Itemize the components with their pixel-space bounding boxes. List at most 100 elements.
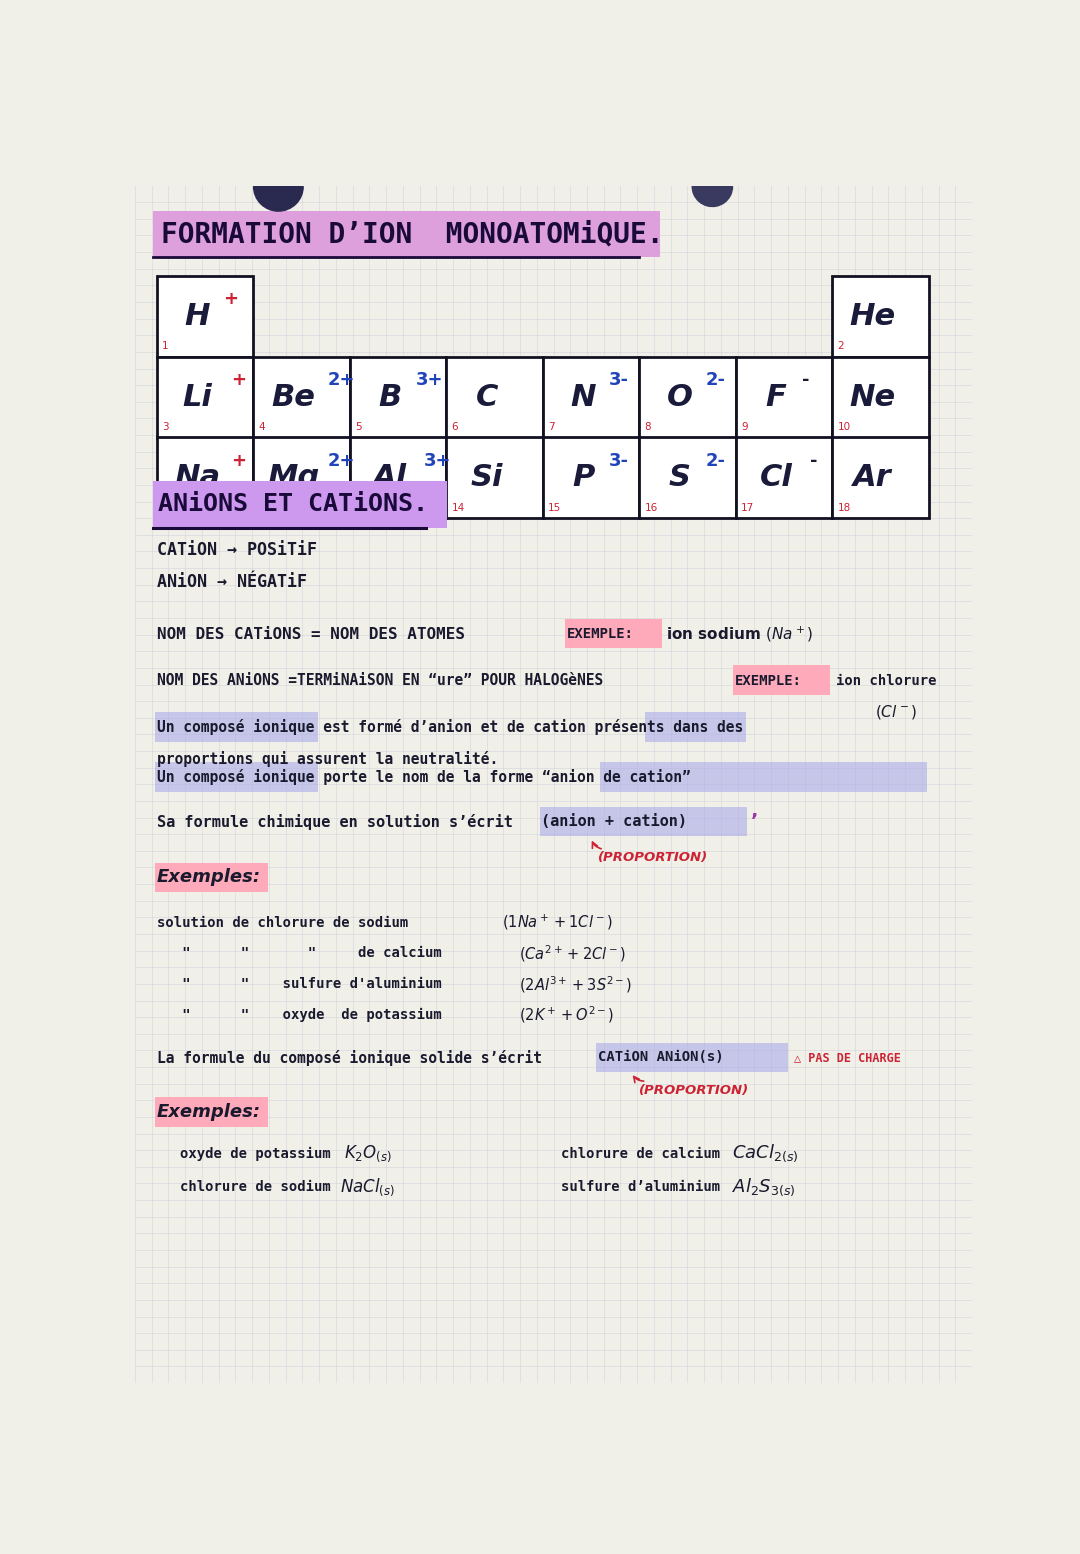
Text: 2-: 2- (705, 452, 726, 469)
FancyBboxPatch shape (540, 807, 747, 836)
Bar (735, 357, 832, 438)
Bar (735, 438, 832, 519)
FancyBboxPatch shape (733, 665, 831, 695)
Text: (PROPORTION): (PROPORTION) (598, 852, 708, 864)
Bar (832, 438, 929, 519)
Text: $(1Na^+ + 1Cl^-)$: $(1Na^+ + 1Cl^-)$ (501, 912, 612, 932)
Text: 15: 15 (548, 503, 562, 513)
Text: 14: 14 (451, 503, 464, 513)
Text: CATiON ANiON(s): CATiON ANiON(s) (597, 1051, 724, 1064)
Text: $(2K^+ + O^{2-})$: $(2K^+ + O^{2-})$ (518, 1004, 613, 1026)
Bar (639, 438, 735, 519)
Text: 2-: 2- (705, 371, 726, 388)
Text: 7: 7 (548, 423, 555, 432)
Text: △ PAS DE CHARGE: △ PAS DE CHARGE (794, 1051, 901, 1064)
Text: 5: 5 (355, 423, 362, 432)
Text: F: F (766, 382, 786, 412)
FancyBboxPatch shape (156, 1097, 268, 1127)
Text: 3-: 3- (609, 371, 629, 388)
Text: P: P (572, 463, 594, 493)
Text: 13: 13 (355, 503, 368, 513)
Text: -: - (810, 452, 818, 469)
Text: Al: Al (373, 463, 407, 493)
Bar (253, 357, 350, 438)
Text: chlorure de calcium: chlorure de calcium (562, 1147, 720, 1161)
Text: ion sodium $(Na^+)$: ion sodium $(Na^+)$ (666, 625, 813, 643)
Bar (253, 438, 350, 519)
Text: 6: 6 (451, 423, 458, 432)
Text: H: H (185, 301, 210, 331)
FancyBboxPatch shape (600, 763, 927, 791)
Text: N: N (570, 382, 596, 412)
Text: ion chlorure: ion chlorure (836, 674, 936, 688)
Text: $(2Al^{3+} + 3S^{2-})$: $(2Al^{3+} + 3S^{2-})$ (518, 974, 632, 995)
Text: 11: 11 (162, 503, 175, 513)
Text: +: + (231, 371, 246, 388)
Bar (832, 357, 929, 438)
Text: 2: 2 (837, 342, 845, 351)
Text: 18: 18 (837, 503, 851, 513)
Bar (639, 357, 735, 438)
Text: 4: 4 (258, 423, 266, 432)
Text: 2+: 2+ (328, 452, 355, 469)
Wedge shape (254, 186, 303, 211)
FancyBboxPatch shape (153, 480, 447, 528)
Text: Un composé ionique porte le nom de la forme “anion de cation”: Un composé ionique porte le nom de la fo… (157, 769, 690, 785)
Text: Si: Si (471, 463, 503, 493)
Text: CATiON → POSiTiF: CATiON → POSiTiF (157, 541, 316, 559)
Text: "      "    sulfure d'aluminium: " " sulfure d'aluminium (157, 977, 442, 991)
Text: (anion + cation): (anion + cation) (541, 814, 687, 830)
Text: Cl: Cl (759, 463, 793, 493)
Text: $Al_2S_{3(s)}$: $Al_2S_{3(s)}$ (732, 1176, 795, 1198)
Wedge shape (692, 177, 732, 207)
Text: $(Cl^-)$: $(Cl^-)$ (875, 702, 917, 721)
Text: solution de chlorure de sodium: solution de chlorure de sodium (157, 915, 408, 929)
Bar (542, 438, 639, 519)
Text: $K_2O_{(s)}$: $K_2O_{(s)}$ (345, 1144, 392, 1164)
Text: C: C (475, 382, 498, 412)
Text: Mg: Mg (268, 463, 320, 493)
Text: ANiON → NÉGATiF: ANiON → NÉGATiF (157, 573, 307, 591)
Text: Exemples:: Exemples: (157, 1103, 261, 1120)
Bar (446, 357, 542, 438)
Text: Ne: Ne (850, 382, 895, 412)
FancyBboxPatch shape (156, 763, 318, 791)
FancyBboxPatch shape (153, 211, 661, 258)
Text: 12: 12 (258, 503, 272, 513)
Text: 8: 8 (645, 423, 651, 432)
Text: 3+: 3+ (416, 371, 443, 388)
Bar (157, 275, 253, 357)
Bar (350, 357, 446, 438)
Text: ANiONS ET CATiONS.: ANiONS ET CATiONS. (159, 491, 429, 516)
Text: 3: 3 (162, 423, 168, 432)
Text: $CaCl_{2(s)}$: $CaCl_{2(s)}$ (732, 1142, 798, 1164)
Text: La formule du composé ionique solide s’écrit: La formule du composé ionique solide s’é… (157, 1051, 542, 1066)
Text: ’: ’ (751, 813, 758, 831)
Text: $(Ca^{2+} + 2Cl^-)$: $(Ca^{2+} + 2Cl^-)$ (518, 943, 626, 963)
Text: chlorure de sodium: chlorure de sodium (180, 1179, 330, 1193)
Bar (832, 275, 929, 357)
Text: "      "       "     de calcium: " " " de calcium (157, 946, 442, 960)
Text: Be: Be (272, 382, 315, 412)
Text: NOM DES ANiONS =TERMiNAiSON EN “ure” POUR HALOGèNES: NOM DES ANiONS =TERMiNAiSON EN “ure” POU… (157, 673, 603, 688)
Text: oxyde de potassium: oxyde de potassium (180, 1147, 330, 1161)
Text: Li: Li (183, 382, 212, 412)
FancyBboxPatch shape (565, 618, 662, 648)
Text: Na: Na (174, 463, 220, 493)
Text: Un composé ionique est formé d’anion et de cation présents dans des: Un composé ionique est formé d’anion et … (157, 720, 743, 735)
FancyBboxPatch shape (156, 862, 268, 892)
Text: (PROPORTION): (PROPORTION) (638, 1085, 748, 1097)
Text: 9: 9 (741, 423, 747, 432)
Bar (446, 438, 542, 519)
Text: EXEMPLE:: EXEMPLE: (734, 674, 801, 688)
FancyBboxPatch shape (645, 712, 745, 741)
Text: proportions qui assurent la neutralité.: proportions qui assurent la neutralité. (157, 752, 498, 768)
Bar (157, 357, 253, 438)
Text: 17: 17 (741, 503, 754, 513)
Text: FORMATION D’ION  MONOATOMiQUE.: FORMATION D’ION MONOATOMiQUE. (161, 221, 663, 249)
Text: +: + (231, 452, 246, 469)
Text: O: O (666, 382, 692, 412)
Bar (542, 357, 639, 438)
Text: 3+: 3+ (424, 452, 451, 469)
Text: Sa formule chimique en solution s’écrit: Sa formule chimique en solution s’écrit (157, 814, 513, 830)
